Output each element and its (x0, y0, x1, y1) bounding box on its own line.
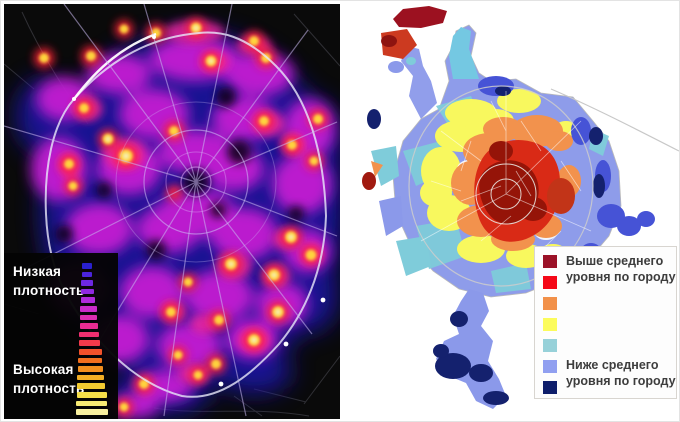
southern-navy-blobs (433, 311, 509, 405)
zelenograd-cluster (381, 6, 447, 73)
nw-corridor (401, 46, 437, 119)
density-ramp-bar (77, 374, 105, 381)
density-ramp-bar (77, 383, 106, 389)
choropleth-legend-swatch (543, 276, 557, 289)
above-label-line1: Выше среднего (566, 254, 664, 268)
density-ramp-bar (80, 306, 97, 312)
red-east-extension (547, 178, 575, 214)
navy-patches (367, 86, 605, 198)
density-ramp-bar (82, 263, 92, 269)
choropleth-legend-swatch (543, 360, 557, 373)
choropleth-legend-swatch (543, 255, 557, 268)
density-ramp-bar (80, 288, 95, 295)
density-ramp-bar (77, 366, 104, 372)
high-label-line2: плотность (13, 381, 85, 396)
density-heatmap-panel: Низкая плотность Высокая плотность (4, 4, 340, 419)
west-dark-red-dot (362, 172, 376, 190)
density-ramp-bar (79, 314, 98, 321)
above-average-label: Выше среднего уровня по городу (566, 253, 676, 285)
density-ramp-bar (79, 331, 100, 338)
core-se-lobe (519, 197, 547, 221)
density-ramp-bar (80, 297, 96, 303)
west-orange-wedge (371, 161, 383, 177)
below-average-label: Ниже среднего уровня по городу (566, 357, 676, 389)
below-label-line1: Ниже среднего (566, 358, 659, 372)
choropleth-legend-swatch (543, 318, 557, 331)
density-ramp-bar (76, 400, 108, 407)
density-ramp-bar (79, 323, 99, 329)
density-heatmap-image (4, 4, 340, 419)
road-junction-nodes (72, 35, 326, 387)
district-boundaries (420, 91, 592, 252)
choropleth-panel: Выше среднего уровня по городу Ниже сред… (341, 1, 679, 421)
zelenograd-dark-red (393, 6, 447, 28)
density-max-layer (105, 25, 294, 343)
below-label-line2: уровня по городу (566, 374, 676, 388)
density-ramp-bar (76, 392, 107, 398)
mkad-ring-road (44, 31, 328, 398)
choropleth-legend-swatch (543, 381, 557, 394)
density-ramp-bar (78, 349, 102, 355)
density-ramp-bar (76, 409, 109, 415)
high-label-line1: Высокая (13, 362, 74, 377)
density-legend-low-label: Низкая плотность (13, 262, 85, 300)
density-ramp-bar (81, 271, 93, 278)
choropleth-legend: Выше среднего уровня по городу Ниже сред… (534, 246, 677, 399)
core-north-lobe (489, 141, 513, 161)
choropleth-legend-swatch (543, 339, 557, 352)
east-highway (550, 88, 679, 152)
above-label-line2: уровня по городу (566, 270, 676, 284)
density-ramp-bar (78, 340, 101, 346)
density-ramp-bar (78, 357, 103, 364)
ring-roads (115, 101, 277, 263)
road-network (4, 4, 338, 417)
bright-road-segment (73, 32, 157, 100)
choropleth-legend-swatch (543, 297, 557, 310)
density-legend: Низкая плотность Высокая плотность (4, 253, 118, 419)
low-label-line2: плотность (13, 283, 85, 298)
density-ramp-bar (81, 280, 94, 286)
low-label-line1: Низкая (13, 264, 62, 279)
mkad-outline (408, 85, 594, 287)
density-legend-high-label: Высокая плотность (13, 360, 85, 398)
north-protrusion (449, 27, 479, 79)
